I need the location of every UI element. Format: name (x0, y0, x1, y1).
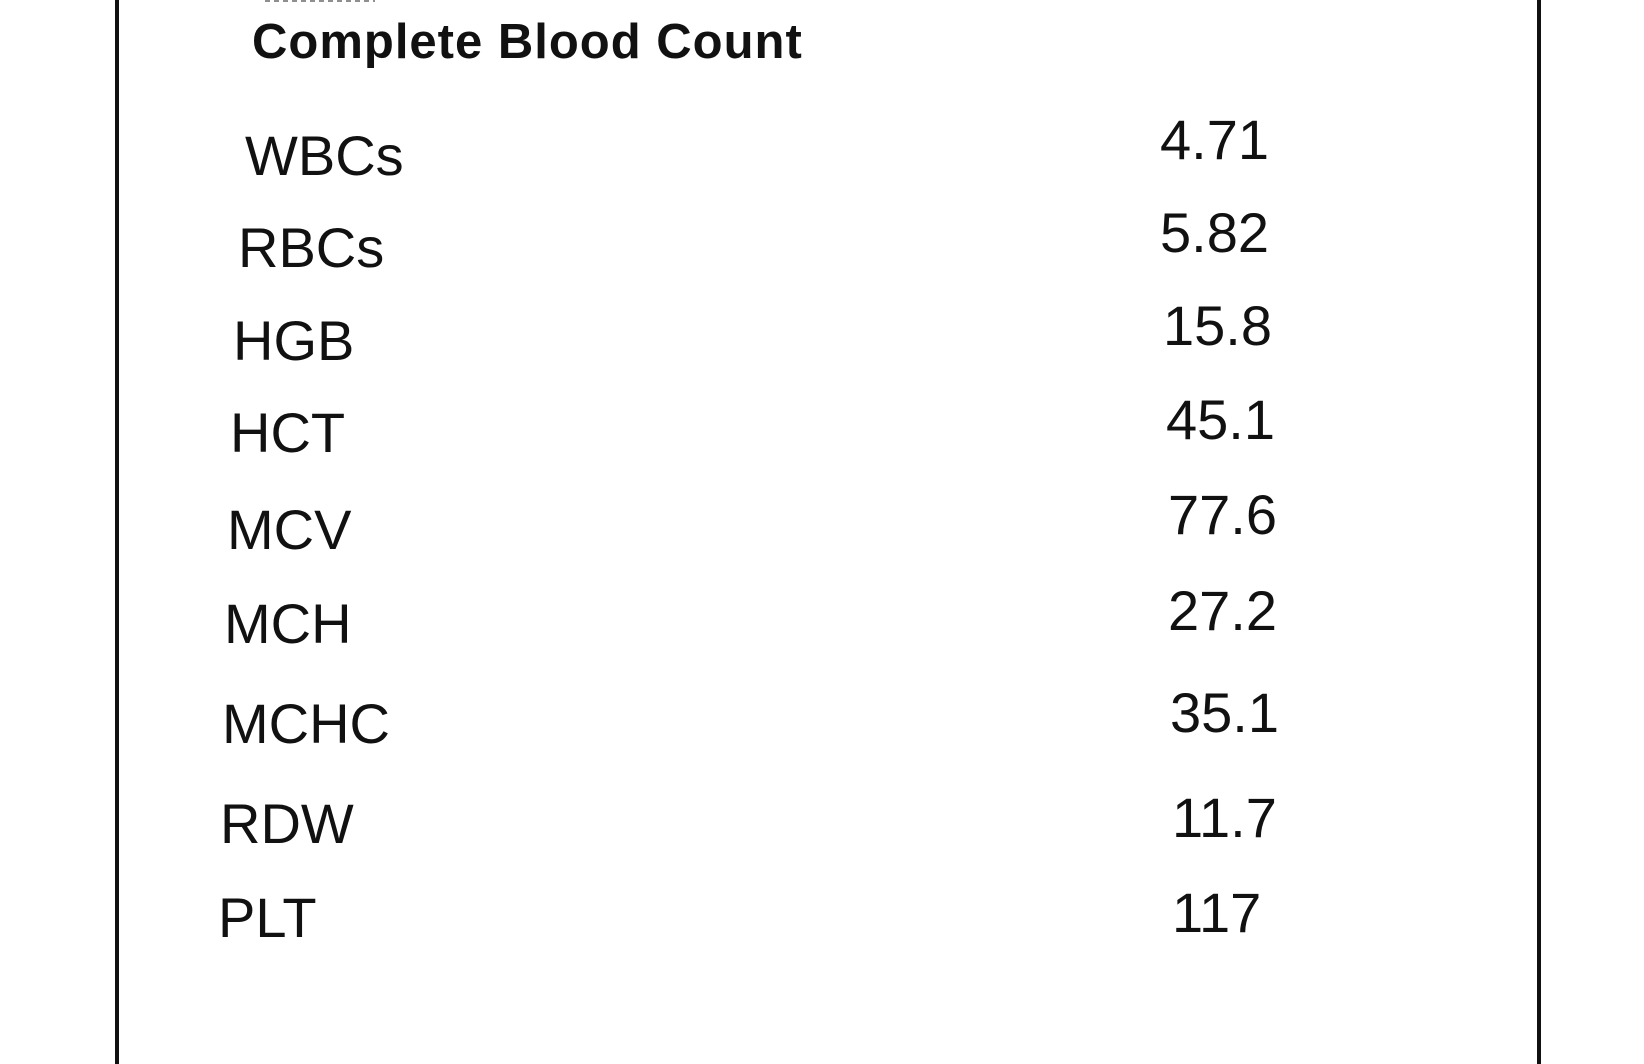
table-row: WBCs 4.71 (0, 0, 1644, 184)
test-value: 45.1 (1166, 388, 1275, 451)
table-row: HGB 15.8 (0, 0, 1644, 369)
test-name: PLT (218, 886, 317, 949)
test-value: 77.6 (1168, 483, 1277, 546)
test-name: WBCs (245, 124, 404, 187)
table-row: MCHC 35.1 (0, 0, 1644, 752)
test-value: 4.71 (1160, 108, 1269, 171)
table-row: HCT 45.1 (0, 0, 1644, 461)
test-name: HCT (230, 401, 346, 464)
section-title: Complete Blood Count (252, 15, 803, 69)
document-frame (115, 0, 1541, 1064)
table-row: RBCs 5.82 (0, 0, 1644, 276)
test-name: MCHC (222, 692, 390, 755)
test-name: RBCs (238, 216, 385, 279)
test-name: MCV (227, 498, 352, 561)
table-row: MCV 77.6 (0, 0, 1644, 558)
test-name: RDW (220, 792, 354, 855)
test-name: HGB (233, 309, 355, 372)
test-name: MCH (224, 592, 352, 655)
table-row: RDW 11.7 (0, 0, 1644, 852)
test-value: 5.82 (1160, 201, 1269, 264)
test-value: 15.8 (1163, 294, 1272, 357)
test-value: 27.2 (1168, 579, 1277, 642)
test-value: 11.7 (1172, 786, 1277, 849)
test-value: 117 (1172, 881, 1262, 944)
table-row: MCH 27.2 (0, 0, 1644, 652)
test-value: 35.1 (1170, 681, 1279, 744)
cropped-text-fragment (265, 0, 375, 2)
table-row: PLT 117 (0, 0, 1644, 946)
